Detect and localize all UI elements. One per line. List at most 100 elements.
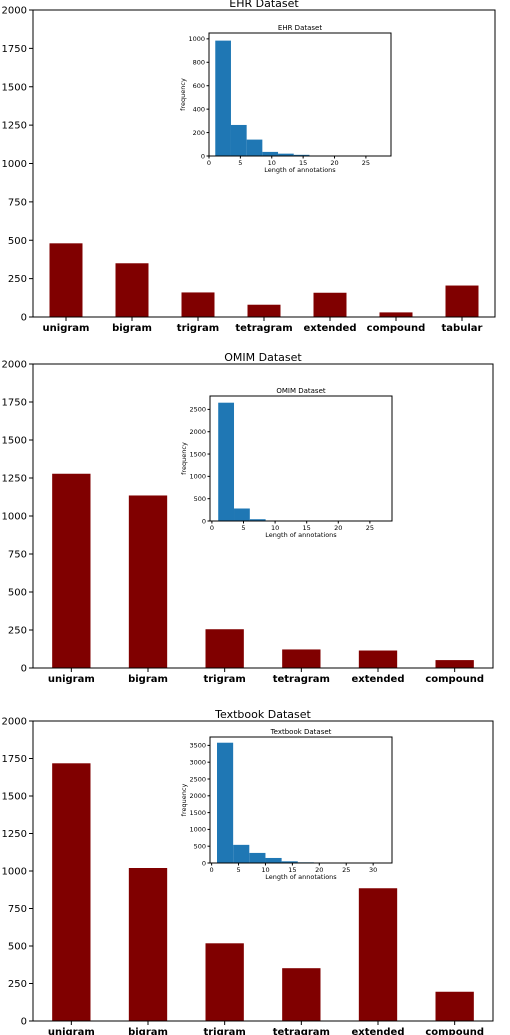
- x-tick-label-trigram: trigram: [203, 1027, 245, 1035]
- x-tick-label-extended: extended: [351, 674, 404, 685]
- x-tick-label-tetragram: tetragram: [235, 323, 292, 334]
- x-tick-label-tetragram: tetragram: [273, 1027, 330, 1035]
- inset-x-tick-label: 15: [288, 866, 296, 874]
- x-tick-label-tabular: tabular: [442, 323, 483, 334]
- bar-compound: [435, 660, 474, 668]
- inset-x-tick-label: 15: [299, 159, 307, 167]
- bar-unigram: [52, 763, 91, 1021]
- inset-y-tick-label: 800: [193, 59, 205, 67]
- y-tick-label: 1000: [2, 159, 27, 170]
- bar-tetragram: [282, 968, 321, 1021]
- histogram-bin: [293, 154, 310, 156]
- y-tick-label: 0: [21, 664, 27, 675]
- y-tick-label: 1000: [2, 867, 27, 878]
- inset-y-tick-label: 0: [201, 152, 205, 160]
- chart-panel-3: Textbook Dataset 0 250 500 750 1000 1250 1500 17…: [2, 708, 494, 1035]
- inset-y-tick-label: 200: [193, 129, 205, 137]
- chart-panel-2: OMIM Dataset0250500750100012501500175020…: [2, 351, 494, 685]
- y-tick-label: 500: [8, 588, 27, 599]
- inset-y-tick-label: 600: [193, 82, 205, 90]
- bar-bigram: [128, 868, 168, 1021]
- y-tick-label: 0: [21, 313, 27, 324]
- bar-bigram: [128, 495, 168, 668]
- y-tick-label: 2000: [2, 360, 27, 371]
- y-tick-label: 500: [8, 236, 27, 247]
- bar-compound: [435, 991, 474, 1021]
- y-tick-label: 2000: [2, 6, 27, 17]
- y-tick-label: 1250: [2, 829, 27, 840]
- inset-x-tick-label: 20: [334, 524, 342, 532]
- bar-extended: [358, 650, 398, 668]
- inset-background: [210, 396, 392, 521]
- y-tick-label: 1000: [2, 512, 27, 523]
- inset-frame: [208, 32, 392, 157]
- bar-unigram: [49, 243, 83, 317]
- inset-frame: [209, 395, 393, 522]
- inset-y-tick-label: 1000: [189, 826, 206, 834]
- bar-unigram: [52, 473, 91, 668]
- y-tick-label: 750: [8, 550, 27, 561]
- histogram-bin: [278, 153, 294, 156]
- y-tick-label: 1500: [2, 792, 27, 803]
- inset-y-tick-label: 1000: [188, 35, 205, 43]
- inset-y-tick-label: 3500: [189, 742, 206, 750]
- histogram-bin: [233, 844, 250, 863]
- x-tick-label-compound: compound: [425, 1027, 484, 1035]
- inset-title: Textbook Dataset: [270, 728, 332, 736]
- inset-x-tick-label: 10: [271, 524, 279, 532]
- x-tick-label-extended: extended: [303, 323, 356, 334]
- bar-compound: [379, 312, 413, 317]
- inset-background: [210, 737, 392, 863]
- inset-y-tick-label: 1500: [189, 450, 206, 458]
- y-tick-label: 1750: [2, 398, 27, 409]
- inset-x-tick-label: 5: [241, 524, 245, 532]
- histogram-bin: [281, 861, 298, 863]
- y-tick-label: 1750: [2, 44, 27, 55]
- inset-y-tick-label: 2500: [189, 406, 206, 414]
- chart-title: OMIM Dataset: [224, 351, 302, 364]
- x-tick-label-compound: compound: [425, 674, 484, 685]
- x-tick-label-compound: compound: [367, 323, 426, 334]
- x-tick-label-tetragram: tetragram: [273, 674, 330, 685]
- histogram-bin: [249, 852, 266, 863]
- inset-x-tick-label: 10: [261, 866, 269, 874]
- inset-y-tick-label: 1500: [189, 809, 206, 817]
- y-tick-label: 250: [8, 979, 27, 990]
- bar-tabular: [445, 285, 479, 317]
- inset-y-tick-label: 2500: [189, 775, 206, 783]
- bar-trigram: [205, 629, 244, 668]
- inset-frame: [209, 736, 393, 864]
- y-tick-label: 750: [8, 197, 27, 208]
- inset-x-tick-label: 25: [366, 524, 374, 532]
- inset-x-axis-label: Length of annotations: [265, 531, 337, 539]
- y-tick-label: 1750: [2, 754, 27, 765]
- y-tick-label: 500: [8, 942, 27, 953]
- y-tick-label: 1250: [2, 474, 27, 485]
- bar-extended: [313, 292, 347, 317]
- y-tick-label: 750: [8, 904, 27, 915]
- inset-y-tick-label: 500: [194, 843, 206, 851]
- inset-y-tick-label: 0: [202, 517, 206, 525]
- inset-y-tick-label: 2000: [189, 792, 206, 800]
- y-tick-label: 2000: [2, 717, 27, 728]
- inset-x-tick-label: 10: [268, 159, 276, 167]
- inset-y-tick-label: 3000: [189, 759, 206, 767]
- inset-y-tick-label: 400: [193, 105, 205, 113]
- histogram-bin: [215, 40, 231, 156]
- x-tick-label-bigram: bigram: [128, 1027, 168, 1035]
- x-tick-label-extended: extended: [351, 1027, 404, 1035]
- x-tick-label-bigram: bigram: [112, 323, 152, 334]
- bar-tetragram: [247, 304, 281, 317]
- inset-title: EHR Dataset: [278, 24, 322, 32]
- bar-bigram: [115, 263, 149, 317]
- x-tick-label-unigram: unigram: [43, 323, 90, 334]
- inset-x-tick-label: 0: [210, 524, 214, 532]
- inset-y-tick-label: 0: [202, 859, 206, 867]
- x-tick-label-unigram: unigram: [48, 1027, 95, 1035]
- histogram-bin: [246, 139, 263, 156]
- inset-title: OMIM Dataset: [276, 387, 326, 395]
- bar-extended: [358, 888, 398, 1021]
- inset-x-tick-label: 0: [207, 159, 211, 167]
- inset-x-tick-label: 5: [236, 866, 240, 874]
